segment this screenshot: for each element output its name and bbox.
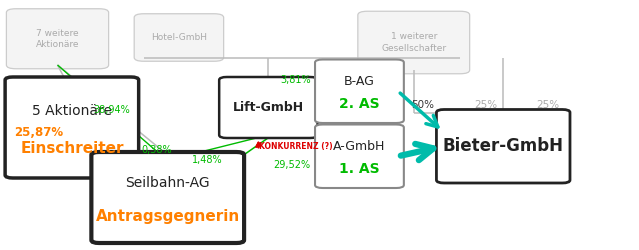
FancyBboxPatch shape — [436, 110, 570, 183]
Text: Antragsgegnerin: Antragsgegnerin — [96, 209, 240, 224]
FancyBboxPatch shape — [315, 60, 404, 123]
Text: 50%: 50% — [412, 100, 435, 110]
Text: 1,48%: 1,48% — [192, 155, 223, 165]
Text: Einschreiter: Einschreiter — [20, 141, 123, 156]
Text: 7 weitere
Aktionäre: 7 weitere Aktionäre — [36, 28, 79, 49]
Text: Lift-GmbH: Lift-GmbH — [233, 101, 304, 114]
Text: 5 Aktionäre: 5 Aktionäre — [32, 104, 112, 118]
Text: 25,87%: 25,87% — [14, 126, 63, 139]
FancyBboxPatch shape — [219, 77, 318, 138]
Text: Hotel-GmbH: Hotel-GmbH — [151, 33, 207, 42]
FancyBboxPatch shape — [91, 152, 244, 243]
FancyBboxPatch shape — [358, 11, 470, 74]
Text: 1 weiterer
Gesellschafter: 1 weiterer Gesellschafter — [381, 32, 446, 53]
FancyBboxPatch shape — [134, 14, 224, 61]
Text: A-GmbH: A-GmbH — [334, 140, 385, 153]
Text: Seilbahn-AG: Seilbahn-AG — [125, 176, 210, 190]
Text: KONKURRENZ (?): KONKURRENZ (?) — [259, 142, 332, 151]
Text: 29,52%: 29,52% — [273, 160, 310, 170]
Text: 3,81%: 3,81% — [281, 75, 311, 85]
Text: 0,38%: 0,38% — [141, 145, 172, 155]
Text: 25%: 25% — [474, 100, 497, 110]
FancyBboxPatch shape — [6, 9, 109, 69]
Text: 38,94%: 38,94% — [93, 105, 130, 115]
Text: 1. AS: 1. AS — [339, 162, 380, 176]
Text: 2. AS: 2. AS — [339, 97, 380, 111]
Text: Bieter-GmbH: Bieter-GmbH — [443, 137, 564, 155]
Text: B-AG: B-AG — [344, 75, 375, 88]
Text: 25%: 25% — [537, 100, 560, 110]
FancyBboxPatch shape — [315, 124, 404, 188]
FancyBboxPatch shape — [5, 77, 139, 178]
